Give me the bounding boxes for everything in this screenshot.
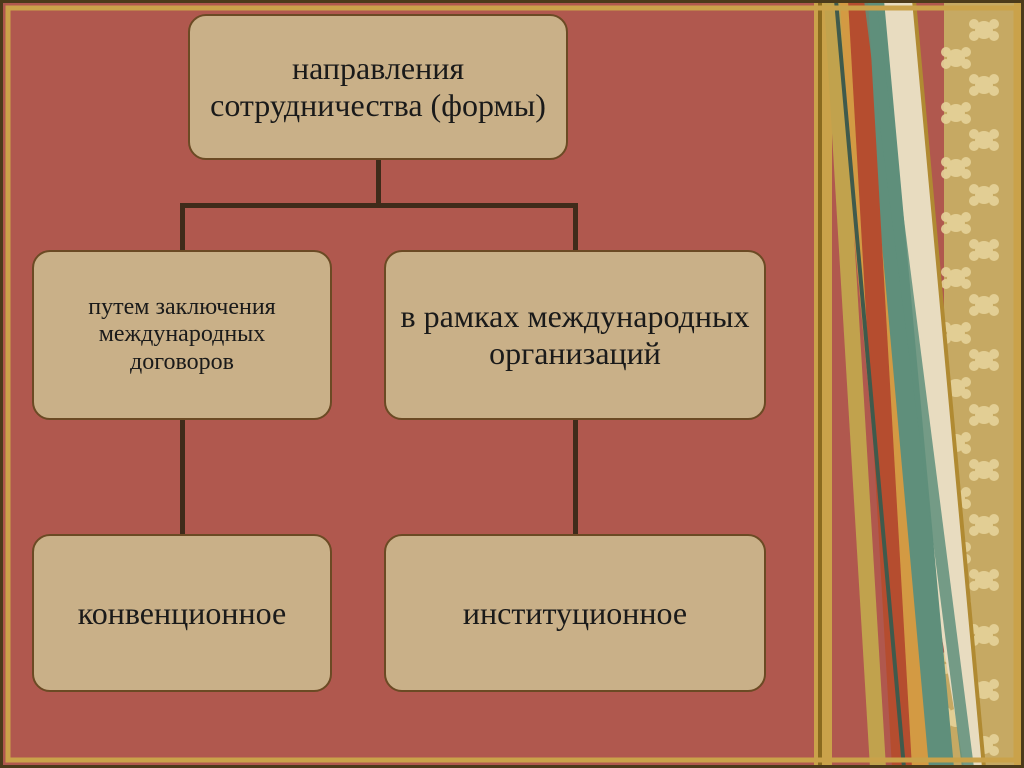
decor-panel	[814, 0, 1024, 768]
connector	[180, 205, 185, 250]
tree-left-mid-label: путем заключения международных договоров	[48, 294, 316, 377]
connector	[573, 420, 578, 534]
connector	[180, 203, 578, 208]
connector	[376, 160, 381, 205]
tree-right-leaf-label: институционное	[463, 595, 687, 632]
tree-left-leaf-label: конвенционное	[78, 595, 286, 632]
slide: направления сотрудничества (формы) путем…	[0, 0, 1024, 768]
connector	[573, 205, 578, 250]
connector	[180, 420, 185, 534]
tree-right-mid: в рамках международных организаций	[384, 250, 766, 420]
tree-right-leaf: институционное	[384, 534, 766, 692]
tree-left-mid: путем заключения международных договоров	[32, 250, 332, 420]
tree-root-label: направления сотрудничества (формы)	[204, 50, 552, 124]
tree-right-mid-label: в рамках международных организаций	[400, 298, 750, 372]
tree-left-leaf: конвенционное	[32, 534, 332, 692]
tree-root: направления сотрудничества (формы)	[188, 14, 568, 160]
